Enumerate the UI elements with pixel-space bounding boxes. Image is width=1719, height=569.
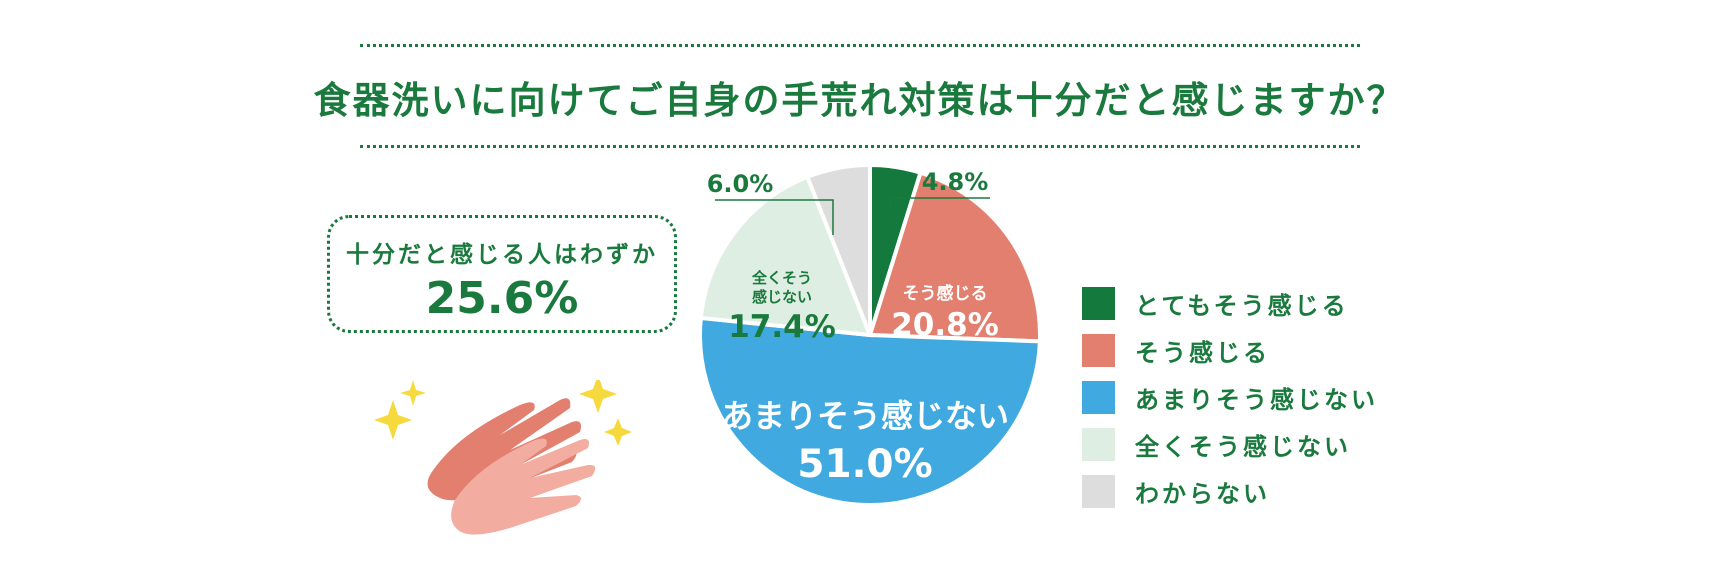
slice-category-label: そう感じる xyxy=(903,283,988,304)
legend-label: 全くそう感じない xyxy=(1135,433,1351,461)
legend-item: そう感じる xyxy=(1082,327,1378,374)
top-dotted-divider xyxy=(360,44,1360,47)
slice-value-label: 6.0% xyxy=(707,170,774,198)
slice-category-label: 全くそう xyxy=(751,269,812,287)
legend-label: わからない xyxy=(1135,480,1270,508)
legend-swatch xyxy=(1082,287,1115,320)
legend-swatch xyxy=(1082,381,1115,414)
legend-item: 全くそう感じない xyxy=(1082,421,1378,468)
slice-category-label: あまりそう感じない xyxy=(721,397,1009,435)
slice-value-label: 51.0% xyxy=(797,442,932,487)
chart-title: 食器洗いに向けてご自身の手荒れ対策は十分だと感じますか？ xyxy=(313,79,1406,122)
callout-value: 25.6% xyxy=(425,273,579,324)
slice-category-label: 感じない xyxy=(752,288,812,306)
legend-swatch xyxy=(1082,475,1115,508)
legend-label: そう感じる xyxy=(1135,339,1270,367)
legend-item: とてもそう感じる xyxy=(1082,280,1378,327)
sparkle-icon xyxy=(374,380,632,446)
bottom-dotted-divider xyxy=(360,145,1360,148)
slice-value-label: 20.8% xyxy=(891,307,999,343)
slice-value-label: 4.8% xyxy=(922,168,989,196)
slice-value-label: 17.4% xyxy=(728,309,836,345)
leader-line xyxy=(889,197,990,210)
pie-slice xyxy=(698,174,874,338)
chart-legend: とてもそう感じる そう感じるあまりそう感じない 全くそう感じない わからない xyxy=(1082,280,1378,515)
legend-swatch xyxy=(1082,334,1115,367)
pie-slice xyxy=(867,170,1042,344)
legend-label: とてもそう感じる xyxy=(1135,292,1349,320)
legend-item: わからない xyxy=(1082,468,1378,515)
legend-item: あまりそう感じない xyxy=(1082,374,1378,421)
hand-icon xyxy=(427,398,596,535)
legend-label: あまりそう感じない xyxy=(1135,386,1378,414)
callout-text: 十分だと感じる人はわずか xyxy=(346,242,658,268)
summary-callout: 十分だと感じる人はわずか 25.6% xyxy=(327,215,677,333)
hands-sparkle-illustration xyxy=(374,380,632,535)
pie-slice xyxy=(698,315,1042,507)
pie-slice xyxy=(804,162,872,336)
legend-swatch xyxy=(1082,428,1115,461)
leader-line xyxy=(715,199,834,235)
